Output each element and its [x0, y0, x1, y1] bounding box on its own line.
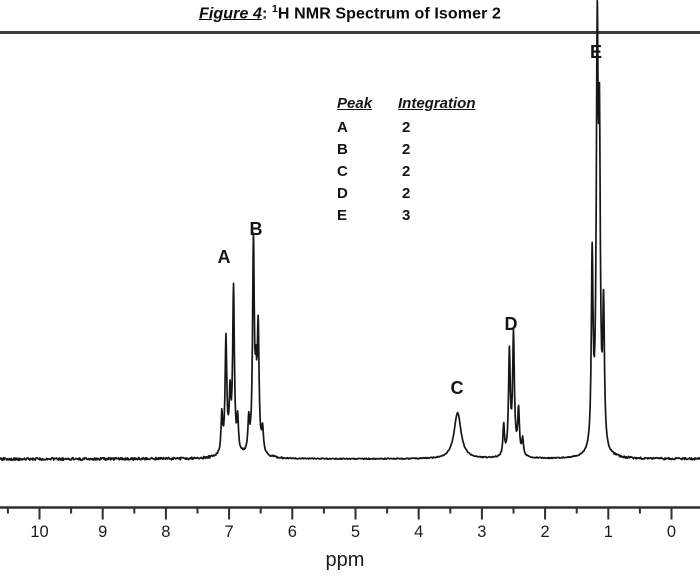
- x-axis-tick-label: 9: [98, 523, 107, 541]
- x-axis-tick-label: 8: [161, 523, 170, 541]
- x-axis-tick-label: 6: [288, 523, 297, 541]
- nmr-spectrum-trace: [0, 0, 700, 462]
- x-axis-tick-label: 3: [477, 523, 486, 541]
- x-axis-tick-label: 5: [351, 523, 360, 541]
- x-axis-tick-label: 7: [225, 523, 234, 541]
- peak-cell: D: [337, 185, 348, 202]
- title-separator: :: [262, 5, 273, 23]
- peak-label-D: D: [504, 314, 518, 334]
- peak-cell: C: [337, 163, 348, 180]
- peak-cell: E: [337, 207, 348, 224]
- peak-cell: B: [337, 141, 348, 158]
- figure-title: Figure 4: 1H NMR Spectrum of Isomer 2: [0, 4, 700, 23]
- integration-cell: 2: [402, 141, 411, 158]
- x-axis-tick-label: 1: [604, 523, 613, 541]
- peak-column-header: Peak: [337, 95, 373, 112]
- peak-cell: A: [337, 119, 348, 136]
- peak-label-C: C: [450, 378, 464, 398]
- title-text: H NMR Spectrum of Isomer 2: [277, 5, 501, 23]
- title-divider-rule: [0, 31, 700, 34]
- integration-cell: 2: [402, 185, 411, 202]
- x-axis-tick-label: 0: [667, 523, 676, 541]
- isotope-superscript: 1: [272, 4, 278, 15]
- integration-column-header: Integration: [398, 95, 476, 112]
- integration-cell: 3: [402, 207, 411, 224]
- x-axis-tick-label: 4: [414, 523, 423, 541]
- integration-cell: 2: [402, 119, 411, 136]
- peak-label-E: E: [589, 42, 603, 62]
- integration-table-header: Peak Integration: [337, 95, 476, 112]
- integration-cell: 2: [402, 163, 411, 180]
- x-axis-tick-label: 2: [541, 523, 550, 541]
- peak-label-A: A: [217, 247, 231, 267]
- figure-number: Figure 4: [198, 5, 263, 23]
- x-axis-tick-label: 10: [30, 523, 48, 541]
- peak-label-B: B: [249, 219, 263, 239]
- x-axis-title: ppm: [325, 549, 365, 571]
